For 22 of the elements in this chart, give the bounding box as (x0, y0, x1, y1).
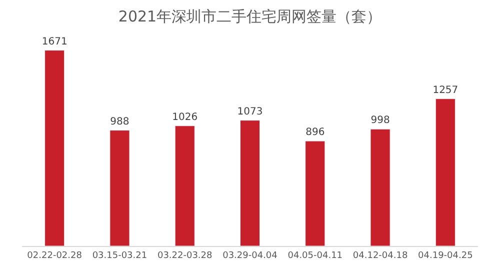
bar (240, 120, 260, 246)
x-tick-label: 04.19-04.25 (418, 250, 473, 261)
data-label: 998 (370, 115, 390, 126)
x-tick-label: 03.15-03.21 (92, 250, 148, 261)
chart-title: 2021年深圳市二手住宅周网签量（套） (118, 8, 382, 26)
data-label: 1257 (432, 84, 458, 96)
bar (370, 128, 390, 246)
data-label: 1026 (172, 112, 198, 123)
bar (174, 126, 195, 246)
x-tick-label: 03.29-04.04 (222, 250, 278, 261)
x-tick-label: 02.22-02.28 (27, 250, 82, 261)
x-tick-label: 04.05-04.11 (288, 250, 343, 261)
data-label: 1073 (237, 106, 263, 118)
bar (44, 50, 65, 246)
bar (305, 140, 326, 246)
bar (110, 130, 130, 246)
data-label: 988 (110, 116, 130, 128)
x-tick-label: 04.12-04.18 (352, 250, 408, 261)
data-label: 1671 (42, 36, 68, 48)
bar (435, 98, 456, 246)
data-label: 896 (306, 127, 325, 138)
x-tick-label: 03.22-03.28 (157, 250, 213, 261)
